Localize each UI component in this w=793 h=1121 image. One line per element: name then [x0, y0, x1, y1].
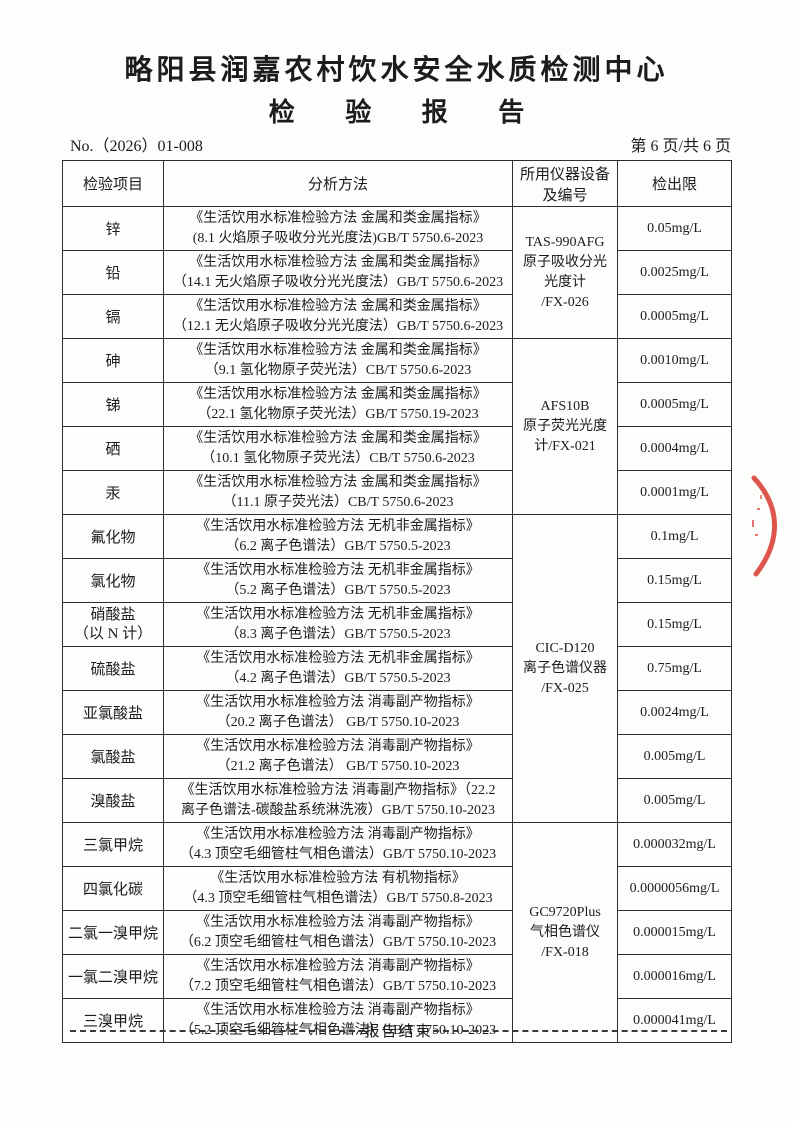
- table-row: 锌 《生活饮用水标准检验方法 金属和类金属指标》 (8.1 火焰原子吸收分光光度…: [62, 206, 732, 339]
- analysis-method: 《生活饮用水标准检验方法 金属和类金属指标》 （14.1 无火焰原子吸收分光光度…: [163, 250, 513, 295]
- table-row: 氯酸盐 《生活饮用水标准检验方法 消毒副产物指标》 （21.2 离子色谱法） G…: [62, 734, 732, 779]
- test-item: 四氯化碳: [62, 866, 164, 911]
- table-row: 锑 《生活饮用水标准检验方法 金属和类金属指标》 （22.1 氢化物原子荧光法）…: [62, 382, 732, 427]
- report-title: 检 验 报 告: [268, 98, 547, 127]
- table-row: 硝酸盐 （以 N 计） 《生活饮用水标准检验方法 无机非金属指标》 （8.3 离…: [62, 602, 732, 647]
- analysis-method: 《生活饮用水标准检验方法 消毒副产物指标》 （5.2 顶空毛细管柱气相色谱法）G…: [163, 998, 513, 1043]
- report-number: No.（2026）01-008: [70, 138, 203, 155]
- report-end-label: 报告结束: [364, 1024, 433, 1040]
- analysis-method: 《生活饮用水标准检验方法 消毒副产物指标》 （20.2 离子色谱法） GB/T …: [163, 690, 513, 735]
- detection-limit: 0.0024mg/L: [617, 690, 732, 735]
- test-item: 镉: [62, 294, 164, 339]
- table-row: 硒 《生活饮用水标准检验方法 金属和类金属指标》 （10.1 氢化物原子荧光法）…: [62, 426, 732, 471]
- detection-limit: 0.15mg/L: [617, 602, 732, 647]
- test-item: 溴酸盐: [62, 778, 164, 823]
- instrument-cell: AFS10B 原子荧光光度 计/FX-021: [512, 338, 618, 515]
- detection-limit: 0.0005mg/L: [617, 382, 732, 427]
- table-row: 硫酸盐 《生活饮用水标准检验方法 无机非金属指标》 （4.2 离子色谱法）GB/…: [62, 646, 732, 691]
- analysis-method: 《生活饮用水标准检验方法 金属和类金属指标》 （9.1 氢化物原子荧光法）CB/…: [163, 338, 513, 383]
- detection-limit: 0.0010mg/L: [617, 338, 732, 383]
- detection-limit: 0.0025mg/L: [617, 250, 732, 295]
- table-row: 一氯二溴甲烷 《生活饮用水标准检验方法 消毒副产物指标》 （7.2 顶空毛细管柱…: [62, 954, 732, 999]
- test-item: 汞: [62, 470, 164, 515]
- analysis-method: 《生活饮用水标准检验方法 无机非金属指标》 （5.2 离子色谱法）GB/T 57…: [163, 558, 513, 603]
- table-row: 三溴甲烷 《生活饮用水标准检验方法 消毒副产物指标》 （5.2 顶空毛细管柱气相…: [62, 998, 732, 1043]
- detection-limit: 0.75mg/L: [617, 646, 732, 691]
- col-header-item: 检验项目: [62, 160, 164, 207]
- test-item: 硝酸盐 （以 N 计）: [62, 602, 164, 647]
- analysis-method: 《生活饮用水标准检验方法 无机非金属指标》 （6.2 离子色谱法）GB/T 57…: [163, 514, 513, 559]
- table-row: 三氯甲烷 《生活饮用水标准检验方法 消毒副产物指标》 （4.3 顶空毛细管柱气相…: [62, 822, 732, 1043]
- analysis-method: 《生活饮用水标准检验方法 消毒副产物指标》 （21.2 离子色谱法） GB/T …: [163, 734, 513, 779]
- table-row: 铅 《生活饮用水标准检验方法 金属和类金属指标》 （14.1 无火焰原子吸收分光…: [62, 250, 732, 295]
- table-row: 溴酸盐 《生活饮用水标准检验方法 消毒副产物指标》（22.2 离子色谱法-碳酸盐…: [62, 778, 732, 823]
- table-row: 镉 《生活饮用水标准检验方法 金属和类金属指标》 （12.1 无火焰原子吸收分光…: [62, 294, 732, 339]
- analysis-method: 《生活饮用水标准检验方法 金属和类金属指标》 (8.1 火焰原子吸收分光光度法)…: [163, 206, 513, 251]
- detection-limit: 0.000015mg/L: [617, 910, 732, 955]
- dash-rule-right: [432, 1029, 728, 1032]
- test-item: 氯化物: [62, 558, 164, 603]
- table-row: 汞 《生活饮用水标准检验方法 金属和类金属指标》 （11.1 原子荧光法）CB/…: [62, 470, 732, 515]
- test-item: 亚氯酸盐: [62, 690, 164, 735]
- detection-limit: 0.000016mg/L: [617, 954, 732, 999]
- test-item: 一氯二溴甲烷: [62, 954, 164, 999]
- analysis-method: 《生活饮用水标准检验方法 有机物指标》 （4.3 顶空毛细管柱气相色谱法）GB/…: [163, 866, 513, 911]
- analysis-method: 《生活饮用水标准检验方法 无机非金属指标》 （8.3 离子色谱法）GB/T 57…: [163, 602, 513, 647]
- analysis-method: 《生活饮用水标准检验方法 消毒副产物指标》 （7.2 顶空毛细管柱气相色谱法）G…: [163, 954, 513, 999]
- test-item: 二氯一溴甲烷: [62, 910, 164, 955]
- analysis-method: 《生活饮用水标准检验方法 消毒副产物指标》（22.2 离子色谱法-碳酸盐系统淋洗…: [163, 778, 513, 823]
- dash-rule-left: [70, 1029, 365, 1032]
- detection-limit: 0.15mg/L: [617, 558, 732, 603]
- detection-limit: 0.1mg/L: [617, 514, 732, 559]
- detection-limit: 0.0004mg/L: [617, 426, 732, 471]
- table-row: 砷 《生活饮用水标准检验方法 金属和类金属指标》 （9.1 氢化物原子荧光法）C…: [62, 338, 732, 515]
- instrument-cell: TAS-990AFG 原子吸收分光 光度计 /FX-026: [512, 206, 618, 339]
- page-indicator: 第 6 页/共 6 页: [630, 138, 731, 155]
- test-methods-table: 检验项目 分析方法 所用仪器设备 及编号 检出限 锌 《生活饮用水标准检验方法 …: [62, 160, 732, 1043]
- test-item: 铅: [62, 250, 164, 295]
- report-end-line: 报告结束: [70, 1020, 728, 1041]
- analysis-method: 《生活饮用水标准检验方法 无机非金属指标》 （4.2 离子色谱法）GB/T 57…: [163, 646, 513, 691]
- test-item: 三溴甲烷: [62, 998, 164, 1043]
- detection-limit: 0.0000056mg/L: [617, 866, 732, 911]
- official-seal-edge-icon: [751, 475, 777, 577]
- analysis-method: 《生活饮用水标准检验方法 金属和类金属指标》 （12.1 无火焰原子吸收分光光度…: [163, 294, 513, 339]
- test-item: 锑: [62, 382, 164, 427]
- detection-limit: 0.0005mg/L: [617, 294, 732, 339]
- detection-limit: 0.000032mg/L: [617, 822, 732, 867]
- detection-limit: 0.05mg/L: [617, 206, 732, 251]
- test-item: 三氯甲烷: [62, 822, 164, 867]
- detection-limit: 0.000041mg/L: [617, 998, 732, 1043]
- org-title: 略阳县润嘉农村饮水安全水质检测中心: [124, 55, 669, 86]
- test-item: 氟化物: [62, 514, 164, 559]
- test-item: 氯酸盐: [62, 734, 164, 779]
- analysis-method: 《生活饮用水标准检验方法 金属和类金属指标》 （10.1 氢化物原子荧光法）CB…: [163, 426, 513, 471]
- detection-limit: 0.0001mg/L: [617, 470, 732, 515]
- analysis-method: 《生活饮用水标准检验方法 消毒副产物指标》 （4.3 顶空毛细管柱气相色谱法）G…: [163, 822, 513, 867]
- analysis-method: 《生活饮用水标准检验方法 金属和类金属指标》 （22.1 氢化物原子荧光法）GB…: [163, 382, 513, 427]
- test-item: 硒: [62, 426, 164, 471]
- col-header-method: 分析方法: [163, 160, 513, 207]
- col-header-instrument: 所用仪器设备 及编号: [512, 160, 618, 207]
- test-item: 砷: [62, 338, 164, 383]
- table-row: 二氯一溴甲烷 《生活饮用水标准检验方法 消毒副产物指标》 （6.2 顶空毛细管柱…: [62, 910, 732, 955]
- table-row: 氟化物 《生活饮用水标准检验方法 无机非金属指标》 （6.2 离子色谱法）GB/…: [62, 514, 732, 823]
- analysis-method: 《生活饮用水标准检验方法 金属和类金属指标》 （11.1 原子荧光法）CB/T …: [163, 470, 513, 515]
- col-header-limit: 检出限: [617, 160, 732, 207]
- table-header-row: 检验项目 分析方法 所用仪器设备 及编号 检出限: [62, 160, 732, 207]
- instrument-cell: GC9720Plus 气相色谱仪 /FX-018: [512, 822, 618, 1043]
- table-row: 四氯化碳 《生活饮用水标准检验方法 有机物指标》 （4.3 顶空毛细管柱气相色谱…: [62, 866, 732, 911]
- test-item: 硫酸盐: [62, 646, 164, 691]
- detection-limit: 0.005mg/L: [617, 734, 732, 779]
- meta-row: No.（2026）01-008 第 6 页/共 6 页: [70, 132, 731, 156]
- detection-limit: 0.005mg/L: [617, 778, 732, 823]
- instrument-cell: CIC-D120 离子色谱仪器 /FX-025: [512, 514, 618, 823]
- table-row: 亚氯酸盐 《生活饮用水标准检验方法 消毒副产物指标》 （20.2 离子色谱法） …: [62, 690, 732, 735]
- test-item: 锌: [62, 206, 164, 251]
- table-row: 氯化物 《生活饮用水标准检验方法 无机非金属指标》 （5.2 离子色谱法）GB/…: [62, 558, 732, 603]
- analysis-method: 《生活饮用水标准检验方法 消毒副产物指标》 （6.2 顶空毛细管柱气相色谱法）G…: [163, 910, 513, 955]
